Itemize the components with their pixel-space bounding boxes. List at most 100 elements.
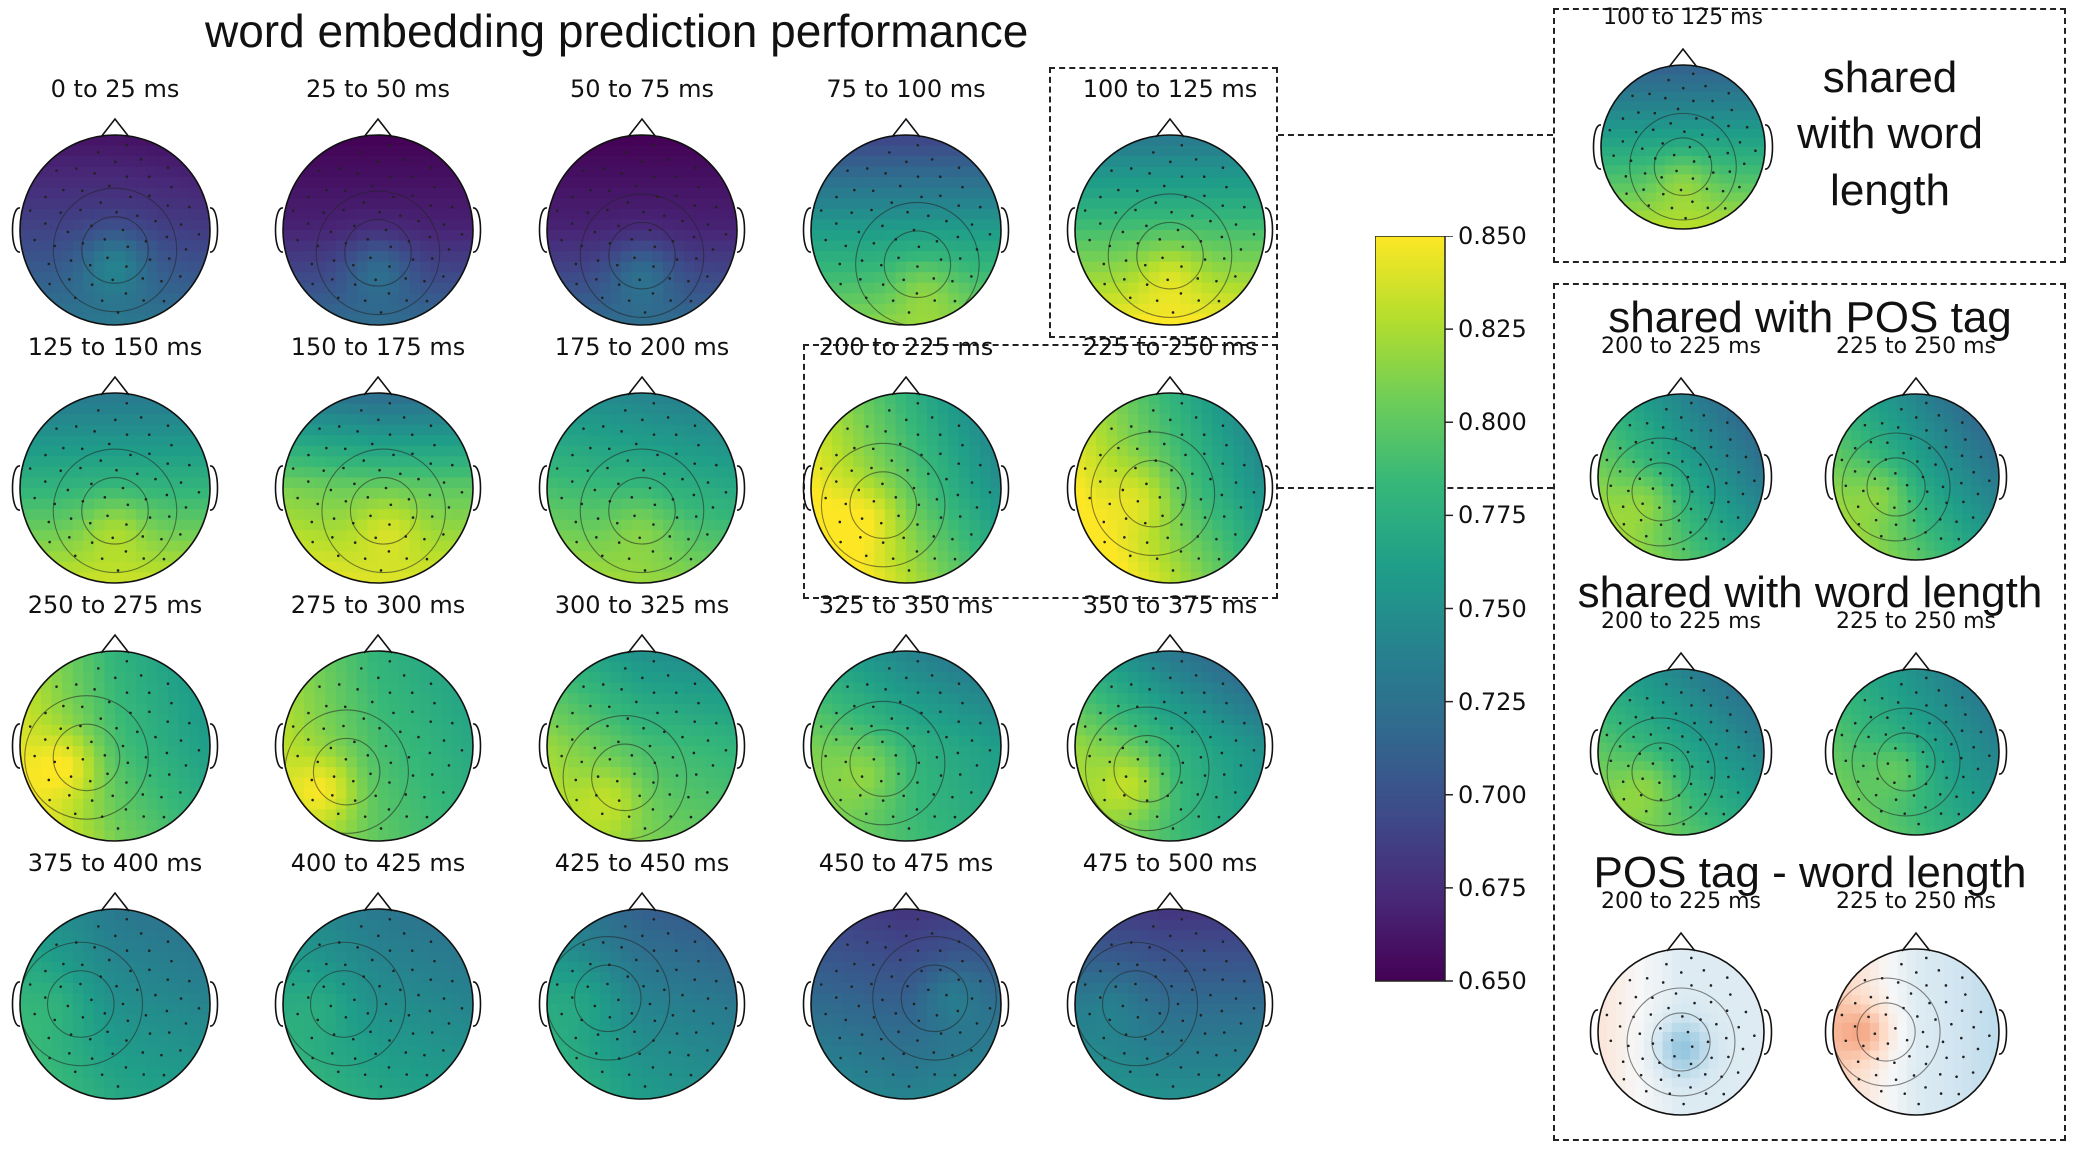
topomap-cell (41, 198, 53, 210)
topomap-cell (694, 393, 707, 405)
sensor-dot (399, 472, 402, 476)
topomap-cell (1117, 198, 1129, 210)
topomap-cell (167, 456, 180, 468)
topomap-cell (589, 682, 601, 695)
sensor-dot (652, 433, 656, 436)
topomap-cell (715, 572, 728, 583)
topomap-cell (557, 208, 569, 221)
topomap-cell (684, 435, 696, 447)
topomap-cell (20, 672, 32, 684)
topomap-cell (1138, 477, 1150, 489)
sensor-dot (961, 185, 964, 189)
topomap-cell (346, 735, 358, 747)
topomap-cell (104, 724, 116, 737)
topomap-cell (30, 456, 42, 468)
head-outline (282, 392, 474, 584)
topomap-cell (979, 498, 992, 510)
topomap-cell (610, 746, 622, 758)
sensor-dot (417, 219, 420, 223)
topomap-cell (948, 187, 960, 200)
topomap-cell (599, 661, 612, 673)
sensor-dot (607, 447, 611, 451)
topomap-cell (948, 477, 960, 489)
topomap-cell (1191, 187, 1203, 200)
sensor-dot (389, 245, 393, 249)
topomap-cell (1117, 509, 1129, 521)
topomap-cell (568, 393, 580, 405)
topomap-cell (969, 166, 981, 179)
topomap-cell (136, 777, 148, 790)
topomap-cell (283, 166, 295, 179)
topomap-cell (937, 561, 950, 574)
topomap-cell (958, 272, 971, 284)
topomap-cell (874, 551, 886, 563)
topomap-cell (72, 208, 85, 221)
topomap-cell (1138, 435, 1150, 447)
topomap-cell (367, 414, 379, 426)
topomap-cell (589, 230, 601, 242)
topomap-cell (916, 293, 928, 305)
sensor-dot (1170, 468, 1173, 472)
topomap-cell (1159, 251, 1171, 263)
topomap-cell (283, 661, 295, 673)
topomap-cell (1233, 435, 1245, 447)
topomap-cell (694, 456, 707, 468)
topomap-cell (356, 166, 369, 179)
topomap-cell (178, 819, 190, 832)
topomap-cell (115, 466, 127, 479)
topomap-cell (610, 424, 622, 437)
topomap-cell (568, 145, 580, 157)
topomap-cell (642, 219, 654, 231)
topomap-cell (979, 572, 992, 583)
topomap-cell (441, 187, 453, 200)
topomap-cell (93, 477, 106, 489)
sensor-dot (916, 523, 919, 526)
topomap-cell (314, 456, 327, 468)
topomap-cell (1075, 156, 1087, 168)
topomap-cell (1170, 208, 1182, 221)
topomap-cell (578, 435, 591, 447)
topomap-cell (51, 293, 64, 305)
topomap-cell (906, 156, 918, 168)
topomap-cell (874, 261, 886, 274)
topomap-cell (895, 293, 907, 305)
topomap-cell (283, 282, 295, 295)
sensor-dot (633, 256, 636, 260)
sensor-dot (1083, 467, 1087, 470)
sensor-dot (1098, 480, 1102, 483)
topomap-cell (335, 777, 348, 790)
topomap-cell (937, 456, 950, 468)
topomap-cell (642, 314, 654, 325)
topomap-cell (430, 798, 443, 811)
topomap-cell (1127, 466, 1140, 479)
topomap-cell (304, 466, 316, 479)
topomap-cell (335, 219, 348, 231)
sensor-dot (643, 569, 647, 572)
topomap-cell (293, 788, 305, 800)
topomap-cell (378, 735, 390, 747)
topomap-cell (83, 261, 95, 274)
nose-icon (891, 117, 921, 138)
sensor-dot (331, 278, 334, 281)
topomap-cell (441, 530, 453, 542)
topomap-cell (916, 219, 928, 231)
sensor-dot (1102, 262, 1106, 266)
topomap-cell (125, 788, 137, 800)
topomap-cell (41, 445, 53, 458)
topomap-cell (906, 272, 918, 284)
topomap-cell (1127, 240, 1140, 252)
topomap-cell (652, 414, 664, 426)
topomap-cell (610, 788, 622, 800)
topomap-cell (199, 798, 210, 811)
topomap-cell (958, 572, 971, 583)
topomap-cell (1148, 403, 1161, 415)
topomap-cell (335, 735, 348, 747)
head-outline (19, 392, 211, 584)
sensor-dot (99, 459, 103, 462)
topomap-cell (589, 572, 601, 583)
topomap-cell (1180, 156, 1192, 168)
topomap-cell (811, 551, 823, 563)
topomap-cell (293, 272, 305, 284)
topomap-cell (620, 208, 633, 221)
topomap-cell (325, 767, 337, 779)
